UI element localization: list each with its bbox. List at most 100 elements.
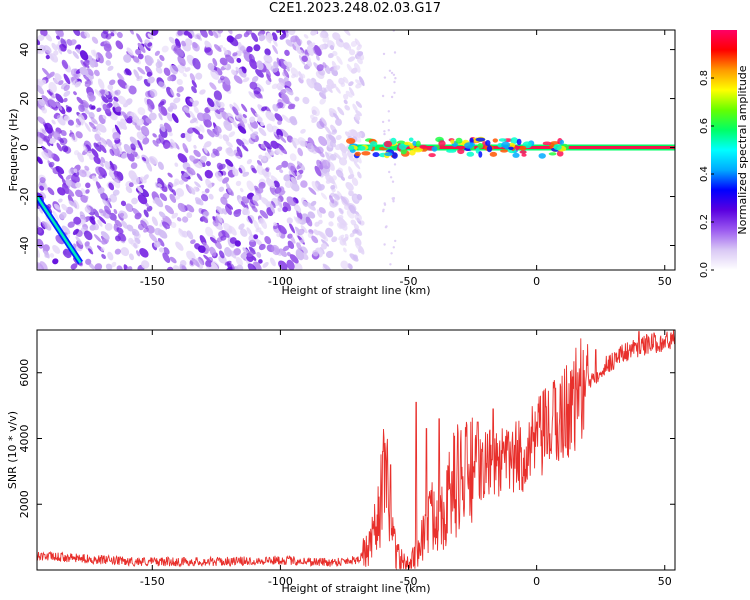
noise-blob xyxy=(252,194,260,202)
noise-blob xyxy=(78,104,85,113)
noise-blob xyxy=(182,143,189,154)
noise-blob xyxy=(199,124,205,133)
noise-speck xyxy=(388,69,392,73)
noise-speck xyxy=(387,119,391,122)
noise-blob xyxy=(194,181,201,188)
noise-blob xyxy=(118,121,128,130)
noise-blob xyxy=(318,136,328,146)
noise-blob xyxy=(89,60,95,68)
noise-blob xyxy=(223,120,233,131)
noise-blob xyxy=(238,223,245,230)
noise-blob xyxy=(356,44,362,51)
noise-blob xyxy=(169,256,177,264)
noise-blob xyxy=(112,143,117,150)
noise-blob xyxy=(259,230,264,236)
noise-blob xyxy=(49,253,55,258)
noise-blob xyxy=(354,227,363,236)
main-line-blob xyxy=(512,152,520,158)
noise-speck xyxy=(392,73,396,77)
noise-blob xyxy=(146,205,153,212)
noise-blob xyxy=(286,196,297,207)
noise-blob xyxy=(218,107,225,113)
spectrogram-panel: -150 -100 -50 0 50 -40 -20 0 20 40 Height of str… xyxy=(7,29,676,297)
main-line-blob xyxy=(372,152,380,158)
noise-speck xyxy=(391,180,395,183)
main-line-blob xyxy=(358,145,366,151)
noise-blob xyxy=(256,160,263,166)
noise-blob xyxy=(88,154,95,160)
noise-blob xyxy=(258,34,266,42)
noise-blob xyxy=(161,221,171,230)
noise-blob xyxy=(101,95,109,104)
noise-blob xyxy=(250,133,256,140)
noise-speck xyxy=(384,226,388,229)
noise-blob xyxy=(229,250,237,259)
noise-blob xyxy=(90,116,98,125)
noise-blob xyxy=(147,104,153,113)
main-line-blob xyxy=(556,150,564,157)
noise-blob xyxy=(330,184,336,190)
noise-blob xyxy=(233,75,243,84)
noise-blob xyxy=(279,128,289,138)
noise-blob xyxy=(93,142,102,152)
noise-blob xyxy=(348,81,354,87)
noise-blob xyxy=(174,162,179,167)
noise-blob xyxy=(205,259,213,268)
noise-blob xyxy=(278,134,287,143)
noise-blob xyxy=(240,228,248,237)
noise-blob xyxy=(88,216,96,225)
noise-blob xyxy=(37,84,45,95)
noise-blob xyxy=(287,30,296,35)
noise-blob xyxy=(218,255,227,264)
noise-blob xyxy=(216,212,223,223)
noise-blob xyxy=(105,51,113,59)
noise-blob xyxy=(213,90,223,101)
noise-blob xyxy=(212,31,219,39)
noise-blob xyxy=(83,145,88,153)
noise-blob xyxy=(276,128,284,138)
main-line-blob xyxy=(501,141,511,149)
noise-blob xyxy=(123,143,132,154)
noise-blob xyxy=(141,218,149,226)
noise-blob xyxy=(192,57,201,70)
noise-blob xyxy=(123,102,129,108)
noise-blob xyxy=(153,240,161,248)
colorbar-tick-label: 0.2 xyxy=(699,214,710,230)
noise-blob xyxy=(91,175,98,182)
noise-blob xyxy=(196,34,201,40)
noise-blob xyxy=(272,38,278,47)
noise-blob xyxy=(56,142,63,152)
noise-speck xyxy=(383,132,386,136)
noise-blob xyxy=(254,261,262,270)
noise-blob xyxy=(355,79,362,85)
spectrogram-ytick-label: 20 xyxy=(18,92,31,106)
noise-blob xyxy=(222,177,230,184)
noise-blob xyxy=(56,44,63,55)
main-line-blob xyxy=(346,138,356,144)
noise-blob xyxy=(213,44,222,52)
noise-blob xyxy=(222,134,230,142)
noise-blob xyxy=(272,103,279,112)
noise-blob xyxy=(241,196,250,204)
snr-background xyxy=(37,330,675,570)
noise-blob xyxy=(72,199,80,210)
noise-blob xyxy=(101,253,106,260)
noise-blob xyxy=(152,133,158,138)
snr-xtick-label: 0 xyxy=(533,575,540,588)
noise-blob xyxy=(108,168,114,177)
noise-blob xyxy=(180,203,186,211)
noise-blob xyxy=(181,40,187,47)
noise-blob xyxy=(55,101,63,111)
noise-blob xyxy=(87,91,95,100)
noise-blob xyxy=(224,247,232,257)
noise-blob xyxy=(195,72,203,80)
noise-blob xyxy=(63,73,71,85)
noise-blob xyxy=(289,153,297,162)
noise-blob xyxy=(213,99,222,109)
noise-blob xyxy=(100,247,105,252)
noise-blob xyxy=(271,32,278,41)
noise-blob xyxy=(221,229,230,238)
noise-blob xyxy=(147,42,153,47)
noise-blob xyxy=(170,221,177,229)
chirp-line-core xyxy=(37,195,82,264)
